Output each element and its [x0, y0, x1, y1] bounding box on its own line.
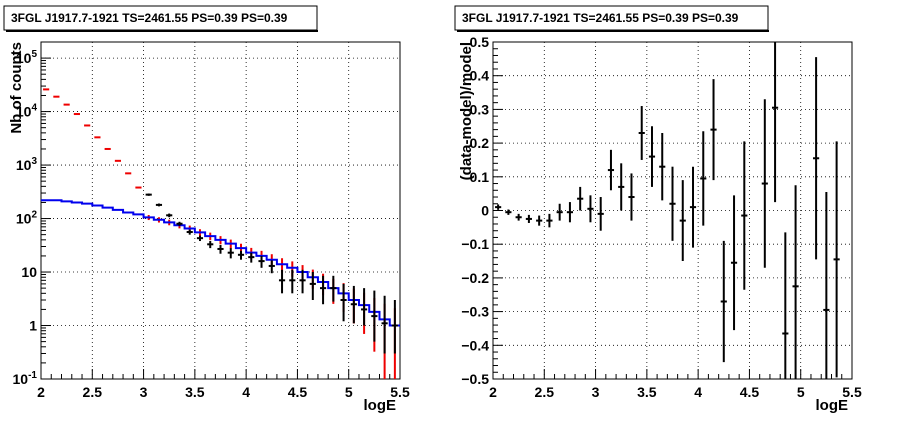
- x-tick-label: 5.5: [390, 384, 410, 400]
- plot-frame: [40, 41, 401, 380]
- x-axis-label: logE: [816, 397, 849, 414]
- chart-title: 3FGL J1917.7-1921 TS=2461.55 PS=0.39 PS=…: [11, 11, 288, 25]
- y-tick-label: 0.2: [470, 135, 490, 151]
- y-tick-label: 103: [16, 156, 38, 173]
- x-tick-label: 2.5: [535, 384, 555, 400]
- x-tick-label: 4.5: [288, 384, 308, 400]
- x-tick-label: 3: [140, 384, 148, 400]
- y-tick-label: −0.4: [461, 337, 489, 353]
- x-tick-label: 3: [592, 384, 600, 400]
- y-tick-label: −0.2: [461, 270, 489, 286]
- y-tick-label: 104: [16, 103, 38, 120]
- y-tick-label: 0.4: [470, 68, 490, 84]
- x-tick-label: 4: [242, 384, 250, 400]
- x-tick-label: 2: [489, 384, 497, 400]
- x-tick-label: 3.5: [637, 384, 657, 400]
- y-axis-label: Nb of counts: [8, 42, 25, 134]
- residual-panel: 3FGL J1917.7-1921 TS=2461.55 PS=0.39 PS=…: [454, 5, 862, 414]
- y-tick-label: 1: [29, 318, 37, 334]
- y-tick-label: 102: [16, 210, 38, 227]
- model-line: [41, 199, 400, 327]
- x-tick-label: 3.5: [185, 384, 205, 400]
- chart-title: 3FGL J1917.7-1921 TS=2461.55 PS=0.39 PS=…: [462, 11, 739, 25]
- x-axis-label: logE: [364, 397, 397, 414]
- y-tick-label: −0.1: [461, 236, 489, 252]
- y-tick-label: 105: [16, 49, 38, 66]
- y-tick-label: −0.5: [461, 371, 489, 387]
- x-tick-label: 2: [37, 384, 45, 400]
- y-tick-label: 10-1: [13, 370, 38, 387]
- x-tick-label: 5.5: [842, 384, 862, 400]
- title-box: [454, 5, 769, 31]
- x-tick-label: 2.5: [83, 384, 103, 400]
- x-tick-label: 5: [345, 384, 353, 400]
- y-tick-label: 0.3: [470, 101, 490, 117]
- x-tick-label: 4: [694, 384, 702, 400]
- y-tick-label: 0.1: [470, 169, 490, 185]
- y-axis-label: (data-model)/model: [458, 42, 475, 180]
- counts-panel: 3FGL J1917.7-1921 TS=2461.55 PS=0.39 PS=…: [3, 5, 410, 414]
- x-tick-label: 4.5: [740, 384, 760, 400]
- title-box: [3, 5, 318, 31]
- y-tick-label: −0.3: [461, 304, 489, 320]
- y-tick-label: 0: [481, 203, 489, 219]
- y-tick-label: 10: [21, 264, 37, 280]
- x-tick-label: 5: [797, 384, 805, 400]
- y-tick-label: 0.5: [470, 34, 490, 50]
